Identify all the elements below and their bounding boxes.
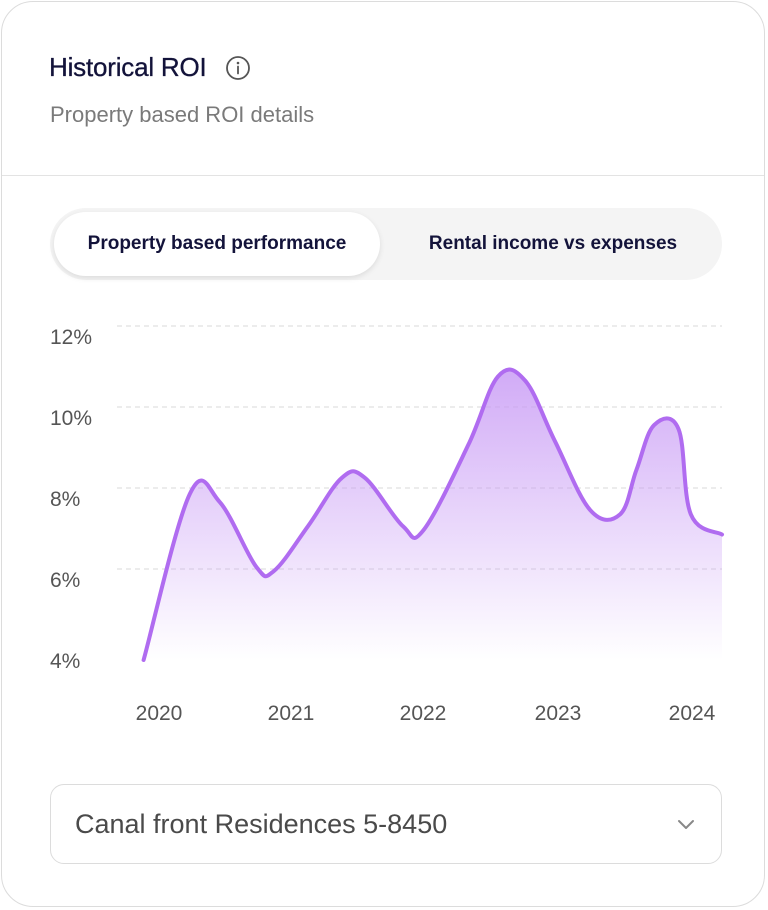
card-title: Historical ROI	[49, 52, 207, 82]
roi-chart: 12% 10% 8% 6% 4% 2020 2021 2022 2023 2024	[2, 302, 768, 742]
x-tick-label: 2021	[268, 702, 315, 725]
y-tick-label: 4%	[50, 650, 80, 673]
chevron-down-icon	[678, 820, 694, 829]
property-select[interactable]: Canal front Residences 5-8450	[50, 784, 722, 864]
roi-series-line	[141, 367, 724, 662]
tab-property-based-performance[interactable]: Property based performance	[54, 212, 380, 276]
header-divider	[2, 175, 764, 176]
card-header: Historical ROI	[49, 52, 251, 83]
x-tick-label: 2022	[400, 702, 447, 725]
card-subtitle: Property based ROI details	[50, 102, 315, 127]
y-tick-label: 10%	[50, 407, 92, 430]
x-tick-label: 2023	[535, 702, 582, 725]
property-select-value: Canal front Residences 5-8450	[75, 808, 448, 839]
roi-area-fill	[143, 369, 723, 660]
y-tick-label: 6%	[50, 569, 80, 592]
x-tick-label: 2024	[669, 702, 716, 725]
tab-rental-income-vs-expenses[interactable]: Rental income vs expenses	[390, 212, 716, 276]
x-tick-label: 2020	[136, 702, 183, 725]
info-icon[interactable]	[225, 55, 251, 81]
y-tick-label: 8%	[50, 488, 80, 511]
tab-switcher: Property based performance Rental income…	[50, 208, 722, 280]
y-tick-label: 12%	[50, 326, 92, 349]
roi-chart-svg: 12% 10% 8% 6% 4% 2020 2021 2022 2023 2024	[50, 325, 724, 725]
